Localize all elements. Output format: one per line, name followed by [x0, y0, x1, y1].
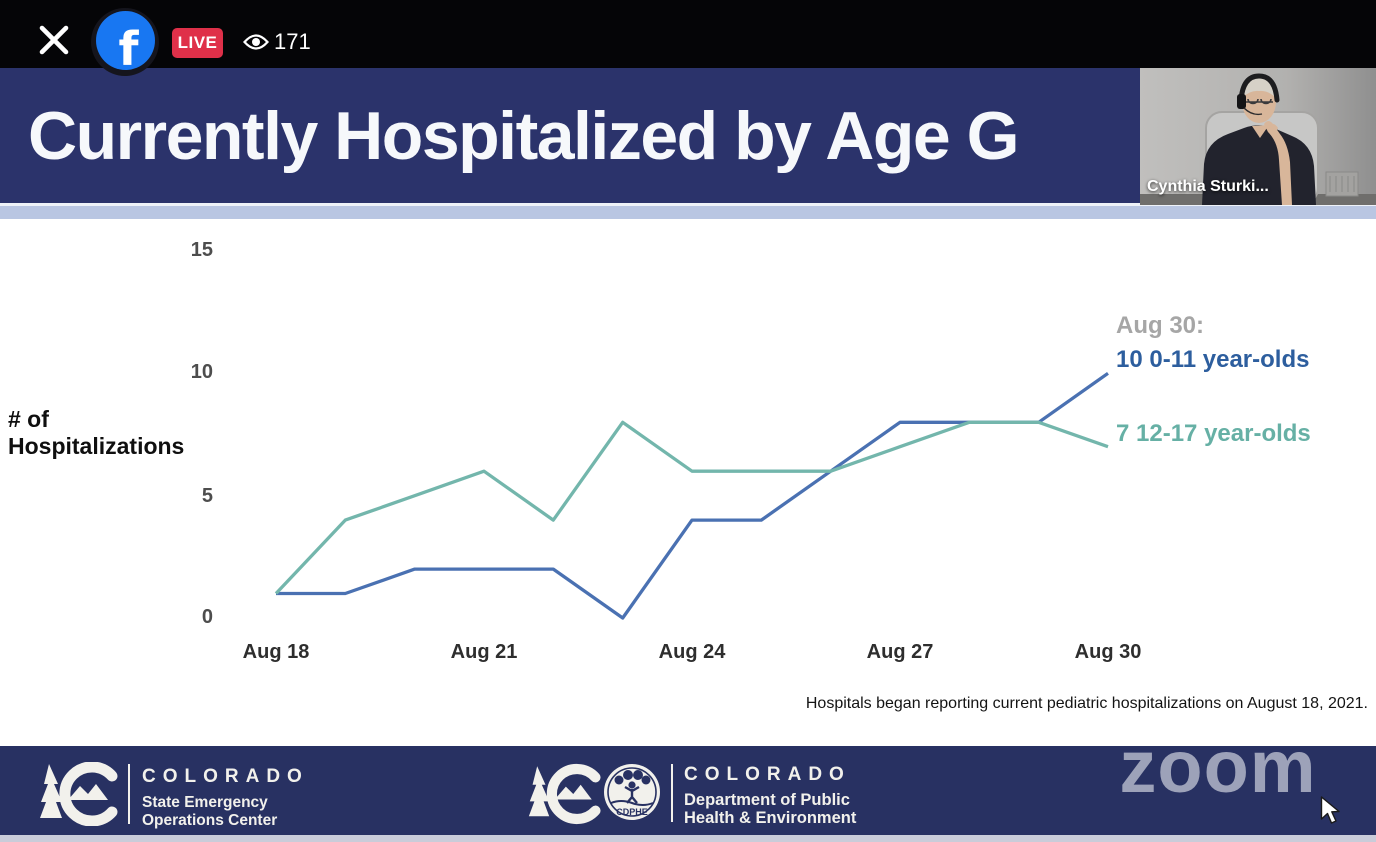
annotation-series-12-17: 7 12-17 year-olds [1116, 420, 1311, 447]
line-chart-canvas [274, 371, 1109, 620]
y-tick-0: 0 [201, 606, 213, 628]
seoc-line2: Operations Center [142, 812, 278, 829]
header-divider [0, 203, 1376, 206]
chart-footnote: Hospitals began reporting current pediat… [805, 695, 1368, 712]
seoc-line1: State Emergency [142, 794, 268, 811]
x-tick-aug27: Aug 27 [866, 641, 934, 663]
x-tick-aug24: Aug 24 [658, 641, 726, 663]
annotation-series-0-11: 10 0-11 year-olds [1116, 346, 1310, 373]
bottom-edge-strip [0, 835, 1376, 842]
live-badge-label: LIVE [177, 33, 218, 52]
x-tick-aug18: Aug 18 [242, 641, 310, 663]
cdphe-seal-icon: CDPHE [604, 764, 660, 820]
y-tick-15: 15 [190, 239, 213, 261]
y-axis-title: # of Hospitalizations [8, 406, 185, 459]
webcam-video: Cynthia Sturki... [1140, 68, 1376, 205]
slide-title: Currently Hospitalized by Age G [28, 97, 1020, 174]
live-badge: LIVE [172, 28, 223, 58]
participant-name: Cynthia Sturki... [1147, 178, 1269, 195]
viewer-count-eye-icon [243, 34, 269, 50]
cdphe-line2: Health & Environment [684, 809, 857, 827]
colorado-seoc-logo-icon [40, 762, 118, 826]
cdphe-brand: COLORADO [684, 764, 851, 785]
x-tick-aug21: Aug 21 [450, 641, 518, 663]
chart-area: # of Hospitalizations 15 10 5 0 Aug 18 A… [0, 219, 1376, 746]
viewer-count: 171 [274, 29, 311, 54]
logo-divider [128, 764, 130, 824]
seoc-brand: COLORADO [142, 766, 309, 787]
footer-bar: COLORADO State Emergency Operations Cent… [0, 746, 1376, 835]
y-tick-5: 5 [201, 485, 213, 507]
y-tick-10: 10 [190, 361, 213, 383]
cdphe-line1: Department of Public [684, 791, 850, 809]
facebook-live-topbar: f LIVE 171 [0, 0, 1376, 76]
close-icon[interactable] [38, 24, 70, 56]
webcam-scene [1140, 68, 1376, 205]
facebook-logo-icon[interactable]: f [96, 11, 155, 70]
colorado-c-logo-icon [528, 763, 601, 825]
logo-divider-2 [671, 764, 673, 822]
header-accent-band [0, 206, 1376, 219]
zoom-watermark: zoom [1119, 724, 1317, 808]
series-line-0-11-year-olds [276, 371, 1109, 620]
x-tick-aug30: Aug 30 [1074, 641, 1142, 663]
series-line-12-17-year-olds [274, 420, 1109, 595]
annotation-date: Aug 30: [1116, 312, 1205, 339]
cdphe-seal-text: CDPHE [616, 807, 648, 817]
facebook-f-glyph: f [118, 22, 139, 70]
mouse-cursor [1320, 796, 1340, 824]
